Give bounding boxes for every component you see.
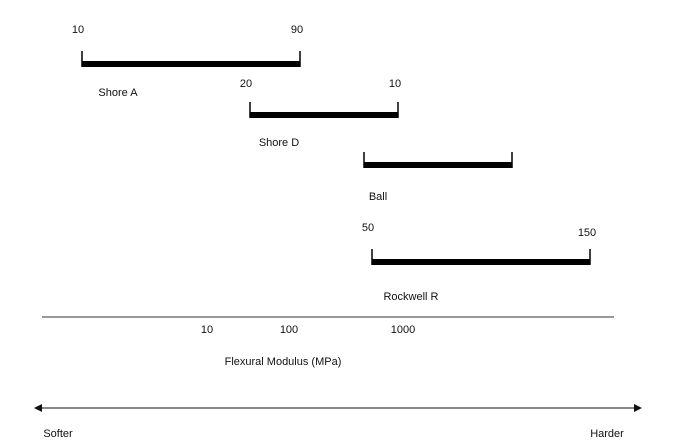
scale-bar — [82, 61, 300, 67]
scale-bar — [372, 259, 590, 265]
scale-end: 10 — [389, 78, 401, 90]
scale-start: 20 — [240, 78, 252, 90]
axis-title: Flexural Modulus (MPa) — [225, 356, 342, 368]
scale-bar — [364, 162, 512, 168]
scale-start: 50 — [362, 222, 374, 234]
arrow-head-left — [34, 404, 42, 412]
axis-tick-label: 10 — [201, 324, 213, 336]
axis-tick-label: 100 — [280, 324, 298, 336]
scale-name: Shore A — [98, 87, 138, 99]
arrow-head-right — [634, 404, 642, 412]
softer-label: Softer — [43, 428, 73, 440]
axis-tick-label: 1000 — [391, 324, 415, 336]
scale-end: 90 — [291, 24, 303, 36]
scale-end: 150 — [578, 227, 596, 239]
scale-start: 10 — [72, 24, 84, 36]
scale-name: Rockwell R — [383, 291, 438, 303]
harder-label: Harder — [590, 428, 624, 440]
scale-name: Shore D — [259, 137, 299, 149]
scale-bar — [250, 112, 398, 118]
scale-name: Ball — [369, 191, 387, 203]
